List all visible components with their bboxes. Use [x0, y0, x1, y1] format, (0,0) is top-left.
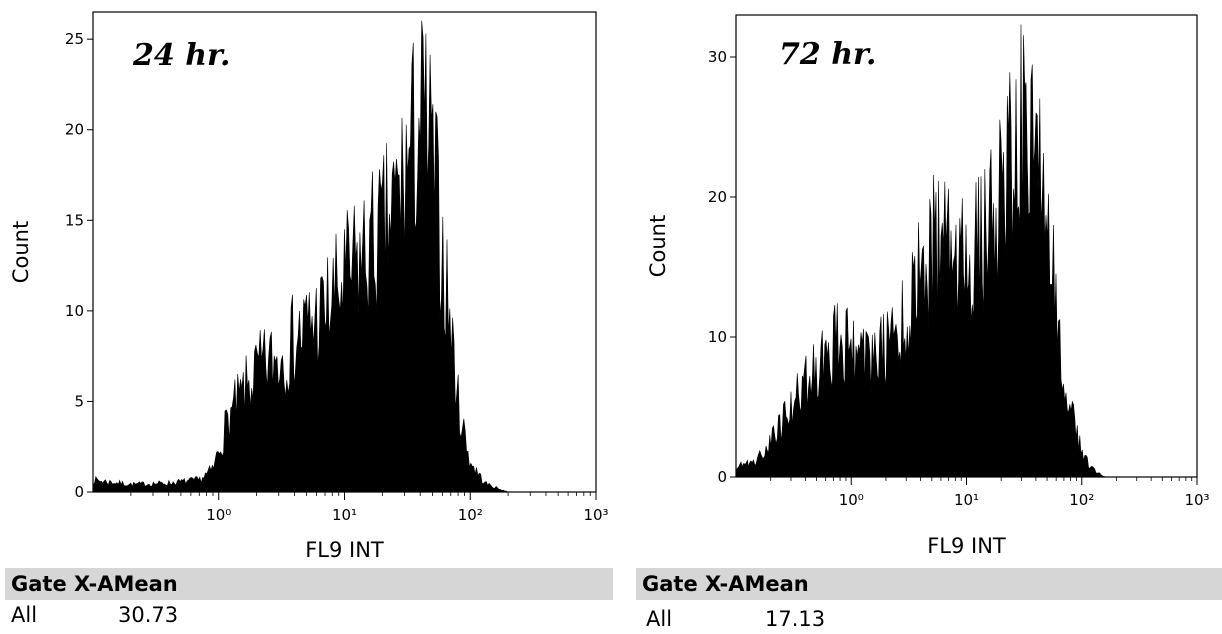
stats-gate-label: All: [646, 607, 673, 631]
x-tick-label: 10¹: [332, 506, 357, 524]
y-axis-label: Count: [646, 215, 670, 277]
chart-title: 72 hr.: [779, 37, 877, 72]
x-tick-label: 10⁰: [206, 506, 231, 524]
x-tick-label: 10⁰: [839, 491, 864, 509]
stats-mean-value: 30.73: [118, 603, 179, 627]
x-axis-label: FL9 INT: [305, 538, 384, 562]
y-tick-label: 10: [65, 302, 84, 320]
stats-header: Gate X-AMean: [5, 568, 613, 600]
x-tick-label: 10²: [458, 506, 483, 524]
x-axis-label: FL9 INT: [927, 534, 1006, 558]
x-tick-label: 10¹: [954, 491, 979, 509]
x-tick-label: 10²: [1069, 491, 1094, 509]
y-tick-label: 0: [717, 468, 727, 486]
y-tick-label: 30: [708, 48, 727, 66]
y-tick-label: 20: [65, 121, 84, 139]
y-tick-label: 10: [708, 328, 727, 346]
y-tick-label: 15: [65, 211, 84, 229]
stats-row: All 17.13: [646, 606, 1216, 634]
histogram-chart-72hr: 0 10 20 30 10⁰ 10¹ 10² 10³ FL9 INT Count 72 hr.: [646, 14, 1210, 558]
histogram-panel-24hr: 0 5 10 15 20 25 10⁰ 10¹ 10² 10³ FL9 INT Count 24 hr.…: [5, 11, 613, 630]
chart-title: 24 hr.: [132, 38, 231, 73]
stats-header: Gate X-AMean: [636, 568, 1222, 600]
histogram-area: [735, 24, 1113, 478]
stats-row: All 30.73: [11, 602, 611, 630]
histogram-area: [92, 20, 516, 493]
y-axis-label: Count: [9, 221, 33, 283]
y-tick-label: 25: [65, 30, 84, 48]
y-tick-label: 5: [74, 392, 84, 410]
stats-mean-value: 17.13: [765, 607, 826, 631]
y-tick-label: 20: [708, 188, 727, 206]
histogram-chart-24hr: 0 5 10 15 20 25 10⁰ 10¹ 10² 10³ FL9 INT Count 24 hr.: [9, 11, 609, 562]
x-tick-label: 10³: [583, 506, 608, 524]
y-tick-label: 0: [74, 483, 84, 501]
x-tick-label: 10³: [1184, 491, 1209, 509]
stats-gate-label: All: [11, 603, 38, 627]
histogram-panel-72hr: 0 10 20 30 10⁰ 10¹ 10² 10³ FL9 INT Count 72 hr. Ga…: [628, 0, 1222, 633]
